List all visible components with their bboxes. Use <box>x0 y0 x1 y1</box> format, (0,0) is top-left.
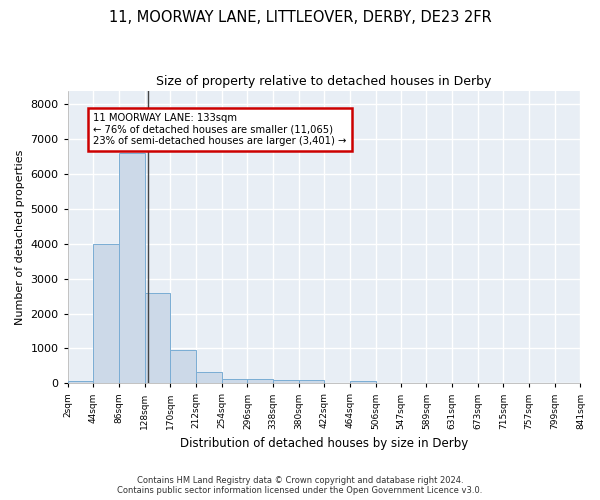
Bar <box>299 380 325 384</box>
Bar <box>94 244 119 384</box>
Text: Contains HM Land Registry data © Crown copyright and database right 2024.
Contai: Contains HM Land Registry data © Crown c… <box>118 476 482 495</box>
Bar <box>119 154 145 384</box>
Bar <box>68 381 94 384</box>
Text: 11 MOORWAY LANE: 133sqm
← 76% of detached houses are smaller (11,065)
23% of sem: 11 MOORWAY LANE: 133sqm ← 76% of detache… <box>94 113 347 146</box>
X-axis label: Distribution of detached houses by size in Derby: Distribution of detached houses by size … <box>180 437 468 450</box>
Bar <box>273 380 299 384</box>
Title: Size of property relative to detached houses in Derby: Size of property relative to detached ho… <box>157 75 492 88</box>
Y-axis label: Number of detached properties: Number of detached properties <box>15 149 25 324</box>
Bar <box>170 350 196 384</box>
Bar <box>196 372 222 384</box>
Bar <box>247 378 273 384</box>
Text: 11, MOORWAY LANE, LITTLEOVER, DERBY, DE23 2FR: 11, MOORWAY LANE, LITTLEOVER, DERBY, DE2… <box>109 10 491 25</box>
Bar <box>222 378 247 384</box>
Bar <box>145 292 170 384</box>
Bar <box>350 381 376 384</box>
